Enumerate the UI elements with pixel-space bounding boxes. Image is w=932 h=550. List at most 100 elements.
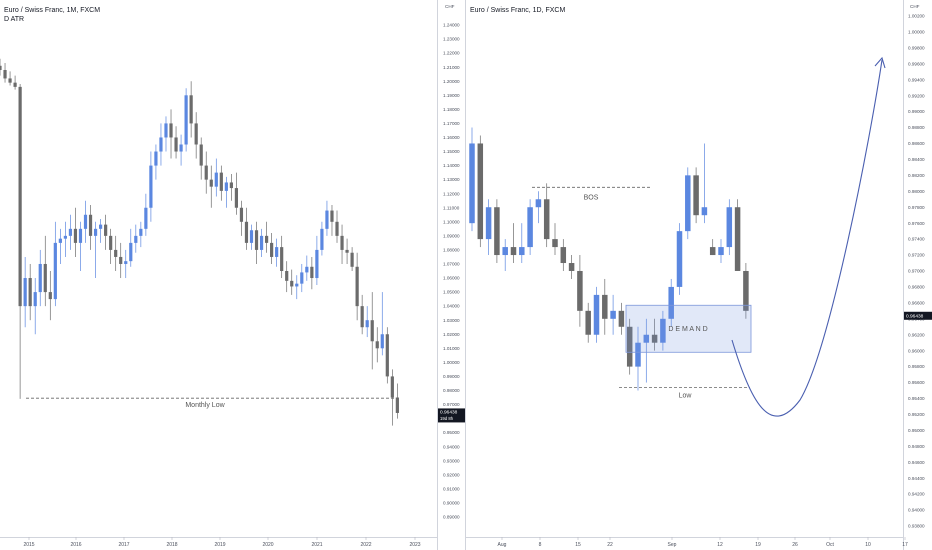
price-tick-label: 0.96000 — [908, 348, 925, 353]
candle-body — [78, 228, 83, 243]
candle-body — [93, 228, 98, 236]
price-tick-label: 0.98600 — [908, 141, 925, 146]
price-tick-label: 0.94400 — [908, 476, 925, 481]
candle-body — [290, 280, 294, 287]
candle-body — [23, 278, 27, 307]
right-price-badge — [904, 311, 932, 320]
candle-body — [469, 143, 475, 224]
candle-body — [219, 172, 223, 191]
candle-body — [63, 235, 67, 239]
price-tick-label: 0.93800 — [908, 524, 925, 529]
candle-body — [83, 214, 88, 229]
price-tick-label: 1.06000 — [443, 276, 460, 281]
candle-body — [204, 165, 208, 180]
price-tick-label: 0.90000 — [443, 501, 460, 506]
price-tick-label: 0.99800 — [908, 45, 925, 50]
candle-body — [164, 123, 168, 138]
time-tick-label: 19 — [755, 542, 761, 548]
candle-body — [370, 320, 374, 342]
right-price-badge-value: 0.96438 — [906, 313, 924, 319]
candle-body — [310, 266, 314, 279]
candle-body — [350, 252, 354, 267]
price-tick-label: 0.99000 — [908, 109, 925, 114]
candle-body — [239, 207, 244, 222]
candle-body — [285, 271, 289, 281]
candle-body — [194, 123, 198, 145]
candle-body — [635, 342, 641, 367]
demand-label: D E M A N D — [668, 326, 707, 333]
candle-body — [174, 137, 178, 152]
price-tick-label: 1.07000 — [443, 262, 460, 267]
candle-body — [315, 249, 319, 279]
candle-body — [510, 247, 517, 256]
candle-body — [560, 247, 567, 264]
candle-body — [119, 256, 123, 264]
candle-body — [53, 242, 57, 300]
left-price-ticks: 1.24000 1.23000 1.22000 1.21000 1.20000 1.190… — [443, 23, 460, 520]
time-tick-label: 2015 — [23, 542, 34, 548]
right-price-ticks: 1.00200 1.00000 0.99800 0.99600 0.99400 0.992… — [908, 14, 925, 529]
candle-body — [602, 294, 608, 319]
candle-body — [58, 238, 62, 243]
price-tick-label: 1.13000 — [443, 177, 460, 182]
price-tick-label: 0.95400 — [908, 396, 925, 401]
price-tick-label: 1.08000 — [443, 248, 460, 253]
candle-body — [13, 82, 17, 87]
price-tick-label: 0.97800 — [908, 205, 925, 210]
candle-body — [685, 175, 691, 232]
candle-body — [651, 334, 658, 343]
candle-body — [494, 207, 500, 256]
left-price-badge-value: 0.96438 — [440, 409, 458, 415]
time-tick-label: 2022 — [360, 542, 371, 548]
candle-body — [340, 235, 344, 250]
price-tick-label: 0.89000 — [443, 515, 460, 520]
price-tick-label: 1.19000 — [443, 93, 460, 98]
right-chart-title: Euro / Swiss Franc, 1D, FXCM — [470, 7, 565, 14]
price-tick-label: 0.99000 — [443, 374, 460, 379]
candle-body — [199, 144, 203, 166]
price-tick-label: 0.95600 — [908, 380, 925, 385]
time-tick-label: 26 — [792, 542, 798, 548]
candle-body — [568, 263, 575, 271]
candle-body — [124, 261, 128, 264]
time-tick-label: 2019 — [214, 542, 225, 548]
price-tick-label: 1.09000 — [443, 233, 460, 238]
candle-body — [259, 235, 264, 250]
time-tick-label: 2020 — [262, 542, 273, 548]
candle-body — [380, 334, 384, 349]
candle-body — [626, 326, 633, 367]
candle-body — [73, 228, 78, 243]
time-tick-label: Oct — [826, 542, 834, 548]
price-tick-label: 0.97400 — [908, 237, 925, 242]
candle-body — [693, 175, 699, 216]
candle-body — [726, 207, 733, 248]
candle-body — [38, 263, 42, 293]
candle-body — [543, 199, 550, 240]
projection-curve — [731, 59, 883, 417]
price-tick-label: 1.10000 — [443, 219, 460, 224]
time-tick-label: 2018 — [166, 542, 177, 548]
time-tick-label: 10 — [865, 542, 871, 548]
candle-body — [214, 172, 218, 187]
candle-body — [275, 247, 279, 257]
candle-body — [244, 221, 249, 243]
candle-body — [485, 207, 492, 240]
candle-body — [33, 292, 37, 307]
time-tick-label: 17 — [902, 542, 908, 548]
candle-body — [701, 207, 708, 216]
candle-body — [734, 207, 741, 271]
price-tick-label: 0.98200 — [908, 173, 925, 178]
time-tick-label: Sep — [668, 542, 677, 548]
right-currency-label: CHF — [910, 4, 920, 9]
price-tick-label: 1.11000 — [443, 205, 460, 210]
price-tick-label: 0.96600 — [908, 300, 925, 305]
candle-body — [360, 306, 364, 328]
price-tick-label: 1.02000 — [443, 332, 460, 337]
candle-body — [395, 397, 399, 413]
candle-body — [249, 230, 254, 243]
time-tick-label: 2021 — [311, 542, 322, 548]
price-tick-label: 1.03000 — [443, 318, 460, 323]
candle-body — [18, 86, 22, 307]
left-candles — [0, 58, 399, 426]
bos-label: BOS — [584, 194, 599, 201]
